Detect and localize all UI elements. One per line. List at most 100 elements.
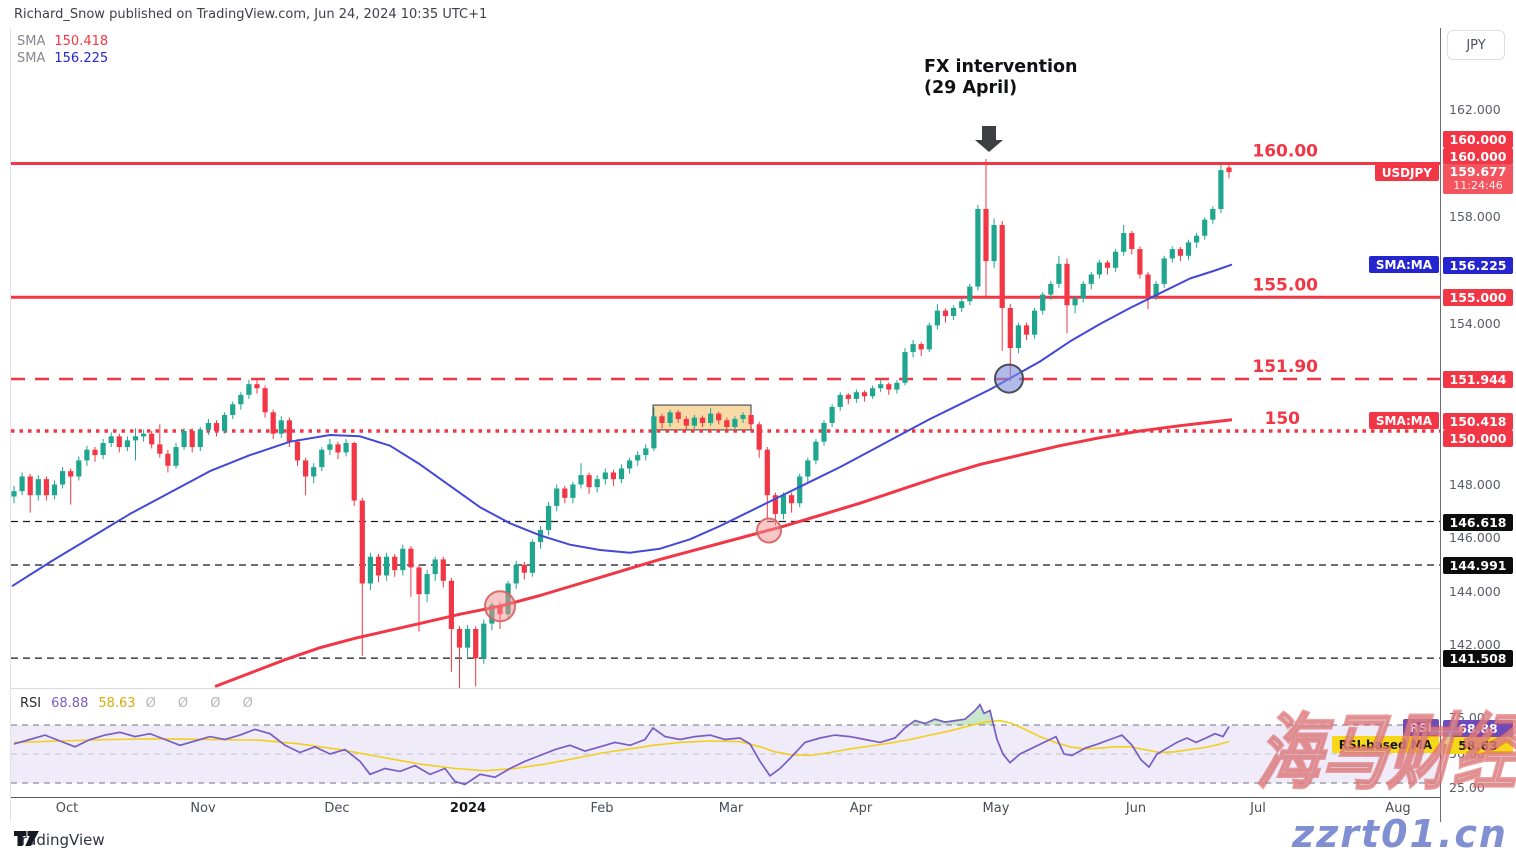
candle-body [708, 413, 714, 423]
candle-body [230, 404, 236, 415]
legend-sma-blue-value: 156.225 [54, 51, 109, 66]
currency-toggle-button[interactable]: JPY [1447, 30, 1505, 60]
candle-body [853, 392, 859, 399]
level-label: 155.00 [1252, 275, 1318, 295]
candle-body [384, 556, 390, 576]
candle-body [942, 310, 949, 316]
candle-body [181, 431, 187, 448]
candle-body [27, 476, 33, 496]
month-label: May [982, 801, 1010, 816]
candle-body [1007, 307, 1013, 349]
candle-body [262, 388, 268, 413]
rsi-legend-empty-params: Ø Ø Ø Ø [145, 696, 262, 711]
price-label[interactable]: 151.944 [1443, 370, 1513, 388]
candle-body [813, 441, 819, 461]
candle-body [375, 556, 382, 576]
candle-body [780, 495, 787, 514]
candle-body [764, 449, 770, 496]
tradingview-logo[interactable]: TradingView [14, 831, 105, 849]
candle-body [351, 443, 357, 501]
candle-body [60, 471, 66, 485]
candle-body [635, 455, 641, 461]
candle-body [367, 556, 373, 584]
price-label[interactable]: 58.63 [1443, 736, 1513, 754]
candle-body [610, 472, 616, 480]
candle-body [554, 488, 560, 506]
candle-body [570, 484, 576, 498]
candle-body [303, 460, 309, 477]
candle-body [699, 417, 706, 423]
level-label: 160.00 [1252, 142, 1318, 162]
candle-body [1015, 325, 1021, 349]
candle-body [797, 476, 803, 504]
candle-body [845, 394, 851, 399]
candle-body [319, 449, 325, 468]
candle-body [910, 344, 916, 353]
candle-body [870, 388, 876, 397]
price-label[interactable]: 155.000 [1443, 288, 1513, 306]
candle-body [837, 394, 843, 407]
candle-body [424, 574, 430, 595]
candle-body [805, 460, 811, 477]
candle-body [546, 505, 552, 530]
month-label: Mar [718, 801, 744, 816]
month-label: Dec [324, 801, 350, 816]
candle-body [975, 208, 981, 287]
candle-body [189, 431, 195, 448]
candle-body [1040, 294, 1046, 311]
candle-body [861, 392, 868, 397]
candle-body [667, 412, 673, 423]
price-label[interactable]: 159.677 11:24:46 [1443, 164, 1513, 194]
candle-body [1145, 274, 1151, 296]
month-label: Nov [190, 801, 216, 816]
candle-body [286, 420, 292, 442]
price-label[interactable]: 146.618 [1443, 513, 1513, 531]
candle-body [1226, 167, 1232, 173]
price-label[interactable]: 160.000 [1443, 147, 1513, 165]
candle-body [473, 628, 479, 659]
candle-body [1072, 298, 1078, 306]
rsi-overbought-fill [909, 704, 994, 725]
candle-body [902, 352, 908, 383]
candle-body [878, 384, 884, 389]
axis-tick: 146.000 [1449, 530, 1501, 545]
candle-body [999, 225, 1005, 308]
price-label[interactable]: 141.508 [1443, 649, 1513, 667]
candle-body [173, 447, 179, 466]
rsi-legend-value: 68.88 [51, 696, 89, 711]
month-label: 2024 [449, 801, 487, 816]
price-label[interactable]: 144.991 [1443, 556, 1513, 574]
event-circle-marker [756, 517, 782, 544]
annotation-line1: FX intervention [924, 57, 1078, 77]
price-label[interactable]: 150.000 [1443, 429, 1513, 447]
price-label[interactable]: 160.000 [1443, 130, 1513, 148]
candle-body [197, 429, 203, 448]
candle-body [756, 424, 762, 450]
axis-tick: 144.000 [1449, 584, 1501, 599]
candle-body [886, 384, 892, 390]
sma-red-line [214, 418, 1233, 688]
price-label[interactable]: 156.225 [1443, 256, 1513, 274]
month-label: Feb [590, 801, 614, 816]
time-axis[interactable]: Oct Nov Dec 2024 Feb Mar Apr May Jun Jul Aug [0, 801, 1440, 821]
candle-body [529, 542, 535, 573]
axis-tick: 142.000 [1449, 637, 1501, 652]
price-label[interactable]: 150.418 [1443, 412, 1513, 430]
event-circle-marker [484, 590, 516, 623]
tradingview-logo-text: TradingView [14, 831, 105, 849]
candle-body [562, 488, 568, 498]
price-axis[interactable]: 162.000 158.000 154.000 148.000 146.000 144.0… [1441, 0, 1516, 857]
rsi-pane [11, 703, 1440, 786]
month-label: Apr [849, 801, 873, 816]
rsi-legend-title: RSI [20, 696, 42, 711]
candle-body [1032, 310, 1038, 335]
price-label[interactable]: 68.88 [1443, 719, 1513, 737]
axis-tick: 158.000 [1449, 209, 1501, 224]
legend-sma-red-label: SMA [17, 34, 46, 49]
candle-body [829, 406, 835, 423]
candle-body [1088, 274, 1094, 284]
candle-body [675, 412, 681, 419]
candle-body [246, 384, 252, 395]
